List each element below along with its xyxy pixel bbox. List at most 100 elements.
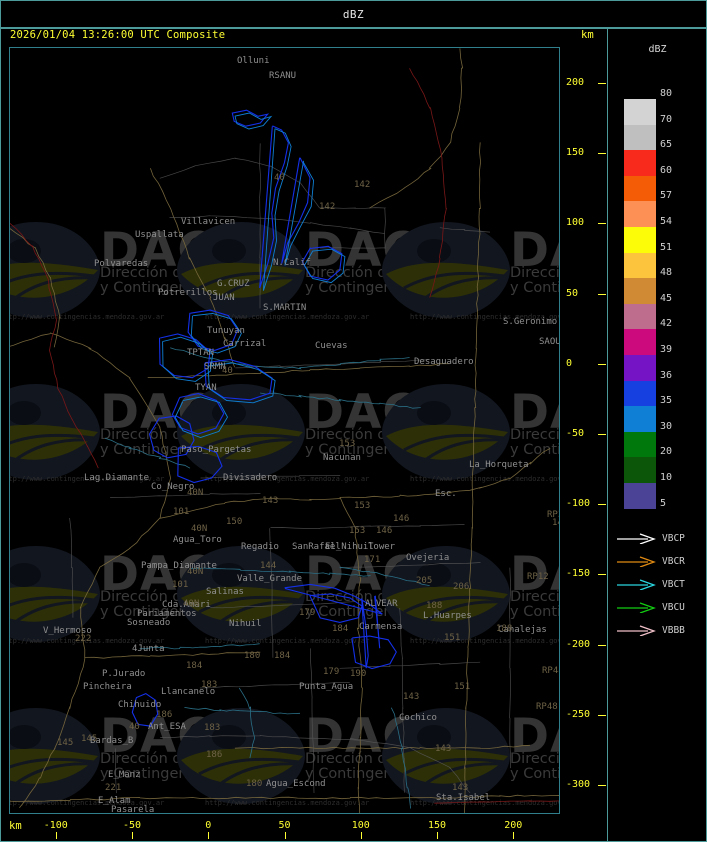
map-route-label: 40N — [187, 567, 204, 577]
map-place-label: Pasarela — [111, 805, 155, 814]
map-place-label: Regadio — [241, 542, 279, 552]
map-route-label: 145 — [57, 738, 74, 748]
y-tick-mark — [598, 504, 606, 506]
map-place-label: S.Geronimo — [503, 317, 558, 327]
marker-legend-label: VBCR — [662, 556, 685, 567]
marker-legend-label: VBCP — [662, 533, 685, 544]
map-route-label: 179 — [323, 667, 340, 677]
colorbar-swatch — [624, 406, 656, 432]
map-place-label: Sosneado — [127, 618, 171, 628]
y-tick-label: 100 — [566, 217, 585, 229]
y-tick-label: 50 — [566, 287, 579, 299]
marker-legend-label: VBBB — [662, 625, 685, 636]
map-route-label: 188 — [496, 624, 513, 634]
map-place-label: Llancanelo — [161, 687, 216, 697]
colorbar-level-label: 48 — [660, 267, 673, 279]
x-tick-label: 100 — [351, 820, 370, 831]
map-route-label: 142 — [319, 202, 336, 212]
map-place-label: Cuevas — [315, 341, 348, 351]
map-route-label: 151 — [444, 633, 461, 643]
map-place-label: Pampa_Diamante — [141, 561, 217, 571]
map-place-label: Agua_Escond — [266, 779, 326, 789]
map-place-label: Chihuido — [118, 700, 162, 710]
map-route-label: 143 — [452, 783, 469, 793]
marker-legend-label: VBCU — [662, 602, 685, 613]
map-place-label: Valle_Grande — [237, 574, 303, 584]
colorbar-level-label: 36 — [660, 369, 673, 381]
map-place-label: Tower — [368, 542, 396, 552]
colorbar-levels: 80 70 65 60 57 54 51 48 45 42 39 36 35 30 20 10 5 — [660, 89, 706, 534]
map-route-label: 143 — [435, 744, 452, 754]
map-route-label: 40N — [183, 599, 200, 609]
map-route-label: 153 — [349, 526, 366, 536]
colorbar-swatch — [624, 482, 656, 509]
y-tick-mark — [598, 434, 606, 435]
marker-legend-row: VBCP — [616, 527, 706, 550]
y-tick-label: 200 — [566, 77, 585, 89]
x-tick-mark — [513, 832, 515, 839]
map-place-label: ALVEAR — [365, 599, 398, 609]
marker-legend: VBCP VBCR VBCT VBCU VBBB — [616, 527, 706, 642]
colorbar-level-label: 10 — [660, 471, 673, 483]
map-place-label: E_Manz — [108, 770, 141, 780]
marker-legend-row: VBBB — [616, 619, 706, 642]
colorbar-swatch — [624, 201, 656, 227]
marker-legend-row: VBCU — [616, 596, 706, 619]
map-place-label: Carrizal — [223, 339, 267, 349]
window-title-bar: dBZ — [0, 0, 707, 28]
arrow-icon — [617, 533, 656, 544]
map-place-label: Co_Negro — [151, 482, 195, 492]
x-tick-label: 50 — [278, 820, 291, 831]
map-route-label: 40 — [222, 366, 233, 376]
x-tick-label: -100 — [43, 820, 68, 831]
y-tick-mark — [598, 223, 606, 225]
x-tick-mark — [208, 832, 210, 839]
map-place-label: El_Nihuil — [325, 542, 374, 552]
colorbar-level-label: 30 — [660, 420, 673, 432]
map-place-label: Tunuyan — [207, 326, 245, 336]
map-place-label: Uspallata — [135, 230, 184, 240]
map-route-label: 40N — [191, 524, 208, 534]
map-route-label: 145 — [81, 734, 98, 744]
colorbar-swatch — [624, 380, 656, 407]
map-route-label: 101 — [173, 507, 190, 517]
y-tick-label: -100 — [566, 498, 591, 510]
colorbar-level-label: 54 — [660, 215, 673, 227]
map-place-label: Nihuil — [229, 619, 262, 629]
map-place-label: Punta_Agua — [299, 682, 354, 692]
map-place-label: TYAN — [195, 383, 217, 393]
colorbar-swatch — [624, 226, 656, 253]
map-place-label: Carmensa — [359, 622, 403, 632]
window-title: dBZ — [342, 7, 365, 21]
marker-legend-row: VBCR — [616, 550, 706, 573]
colorbar-swatch — [624, 354, 656, 381]
map-route-label: 206 — [453, 582, 470, 592]
map-vectors — [10, 48, 559, 813]
colorbar-level-label: 80 — [660, 88, 673, 99]
colorbar-swatch — [624, 329, 656, 355]
y-tick-label: 150 — [566, 147, 585, 159]
colorbar-level-label: 60 — [660, 164, 673, 176]
colorbar-swatch — [624, 99, 656, 125]
legend-panel: dBZ 80 70 65 60 57 54 51 48 45 42 39 36 35 30 20 10 5 VB… — [608, 28, 707, 842]
map-route-label: 190 — [350, 669, 367, 679]
x-tick-label: -50 — [122, 820, 142, 831]
y-tick-label: -300 — [566, 778, 591, 790]
radar-map[interactable]: DACC Dirección de Agricultura y Contingenc… — [9, 47, 560, 814]
map-place-label: Cda.Amari — [162, 600, 211, 610]
x-tick-label: 150 — [427, 820, 447, 831]
map-route-label: 143 — [403, 692, 420, 702]
map-place-label: Salinas — [206, 587, 244, 597]
map-route-label: 184 — [332, 624, 349, 634]
map-place-label: Paso_Pargetas — [181, 445, 252, 455]
arrow-icon — [617, 579, 656, 590]
map-route-label: 143 — [262, 496, 279, 506]
map-route-label: 188 — [426, 601, 443, 611]
map-place-label: S.MARTIN — [263, 303, 307, 313]
colorbar-swatch — [624, 431, 656, 458]
map-route-label: 186 — [206, 750, 223, 760]
y-tick-label: -250 — [566, 708, 591, 720]
map-place-label: V_Hermoso — [43, 626, 92, 636]
map-place-label: SRMN — [204, 362, 226, 372]
colorbar-level-label: 45 — [660, 292, 673, 304]
